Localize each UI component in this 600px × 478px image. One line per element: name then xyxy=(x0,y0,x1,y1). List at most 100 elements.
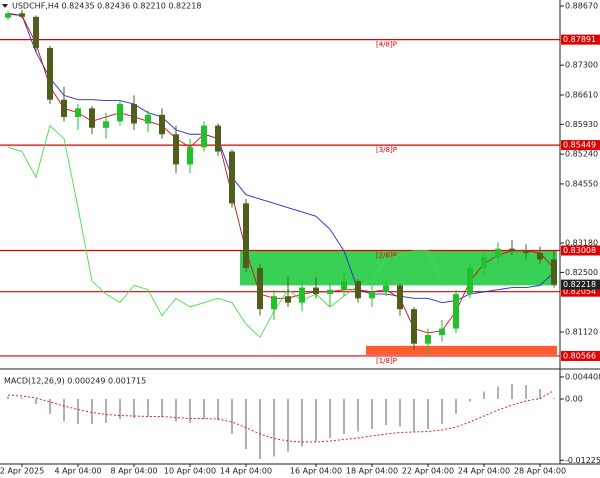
level-price-label: 0.85449 xyxy=(563,141,596,150)
candle xyxy=(47,45,53,105)
y-tick-label: 0.82500 xyxy=(565,268,598,277)
macd-bar xyxy=(35,399,37,404)
macd-bar xyxy=(133,399,135,418)
macd-bar xyxy=(231,399,233,434)
candle-body xyxy=(439,328,445,336)
candle xyxy=(453,289,459,333)
macd-bar xyxy=(203,399,205,419)
x-tick-label: 16 Apr 04:00 xyxy=(290,467,342,476)
macd-bar xyxy=(119,399,121,419)
candle-body xyxy=(509,248,515,251)
candle-body xyxy=(453,294,459,329)
y-tick-label: 0.85930 xyxy=(565,120,598,129)
candle-body xyxy=(187,147,193,165)
candle xyxy=(187,138,193,174)
candle xyxy=(425,328,431,355)
level-price-box xyxy=(561,350,600,361)
macd-bar xyxy=(77,399,79,424)
level-price-label: 0.83008 xyxy=(563,246,596,255)
candle xyxy=(173,125,179,174)
x-tick-label: 14 Apr 04:00 xyxy=(220,467,272,476)
indicator-line xyxy=(7,13,555,334)
macd-bar xyxy=(301,399,303,447)
y-tick-label: 0.85240 xyxy=(565,150,598,159)
macd-bar xyxy=(175,399,177,422)
candle xyxy=(117,99,123,126)
level-price-label: 0.80566 xyxy=(563,351,596,360)
macd-bar xyxy=(49,399,51,414)
macd-bar xyxy=(21,397,23,399)
x-tick-label: 4 Apr 04:00 xyxy=(54,467,101,476)
x-tick-label: 8 Apr 04:00 xyxy=(110,467,157,476)
candle-body xyxy=(285,296,291,303)
x-tick-label: 28 Apr 04:00 xyxy=(514,467,566,476)
level-price-label: 0.82054 xyxy=(563,287,596,296)
candle xyxy=(439,319,445,342)
zone xyxy=(240,250,557,286)
candle-body xyxy=(495,248,501,258)
macd-bar xyxy=(147,399,149,417)
macd-bar xyxy=(357,399,359,432)
macd-bar xyxy=(245,399,247,449)
level-text: [1/8]P xyxy=(376,357,397,365)
macd-tick-label: 0.00 xyxy=(565,395,583,404)
candle xyxy=(5,11,11,20)
macd-bar xyxy=(441,399,443,424)
candle-body xyxy=(551,259,557,285)
indicator-line xyxy=(7,12,555,304)
candle-body xyxy=(257,268,263,310)
candle-body xyxy=(313,287,319,295)
candle xyxy=(89,106,95,135)
macd-tick-label: -0.01225 xyxy=(565,456,600,465)
candle xyxy=(397,283,403,316)
macd-bar xyxy=(553,398,555,399)
macd-bar xyxy=(91,399,93,424)
macd-bar xyxy=(511,384,513,399)
candle-body xyxy=(201,125,207,148)
macd-bar xyxy=(63,399,65,422)
macd-bar xyxy=(105,399,107,423)
macd-bar xyxy=(371,399,373,429)
candle xyxy=(355,278,361,303)
candle xyxy=(299,281,305,312)
candle xyxy=(201,121,207,152)
candle-body xyxy=(131,104,137,124)
last-price-label: 0.82218 xyxy=(563,280,596,289)
level-price-box xyxy=(561,286,600,297)
candle xyxy=(411,306,417,351)
zone xyxy=(366,345,557,355)
macd-bar xyxy=(525,385,527,399)
x-tick-label: 2 Apr 2025 xyxy=(0,467,44,476)
macd-bar xyxy=(287,399,289,452)
candle-body xyxy=(33,16,39,48)
candle xyxy=(467,263,473,299)
macd-bar xyxy=(7,396,9,399)
candle-body xyxy=(425,335,431,344)
candle xyxy=(19,9,25,19)
candle xyxy=(509,240,515,256)
x-tick-label: 24 Apr 04:00 xyxy=(458,467,510,476)
y-tick-label: 0.86610 xyxy=(565,90,598,99)
candle xyxy=(243,199,249,273)
y-tick-label: 0.87300 xyxy=(565,61,598,70)
macd-signal xyxy=(7,390,555,443)
macd-bar xyxy=(539,389,541,399)
macd-bar xyxy=(427,399,429,429)
macd-bar xyxy=(399,399,401,427)
macd-bar xyxy=(469,399,471,402)
level-text: [3/8]P xyxy=(376,146,397,154)
x-tick-label: 18 Apr 04:00 xyxy=(346,467,398,476)
macd-bar xyxy=(343,399,345,434)
macd-label: MACD(12,26,9) 0.000249 0.001715 xyxy=(4,377,146,386)
menu-arrow[interactable] xyxy=(2,4,8,8)
candle-body xyxy=(5,13,11,18)
candle-body xyxy=(19,13,25,17)
x-tick-label: 22 Apr 04:00 xyxy=(402,467,454,476)
candle-body xyxy=(341,281,347,290)
candle xyxy=(271,289,277,320)
candle xyxy=(523,244,529,260)
y-tick-label: 0.81120 xyxy=(565,328,598,337)
y-tick-label: 0.88670 xyxy=(565,2,598,11)
level-text: [2/8]P xyxy=(376,252,397,260)
candle-body xyxy=(47,47,53,100)
